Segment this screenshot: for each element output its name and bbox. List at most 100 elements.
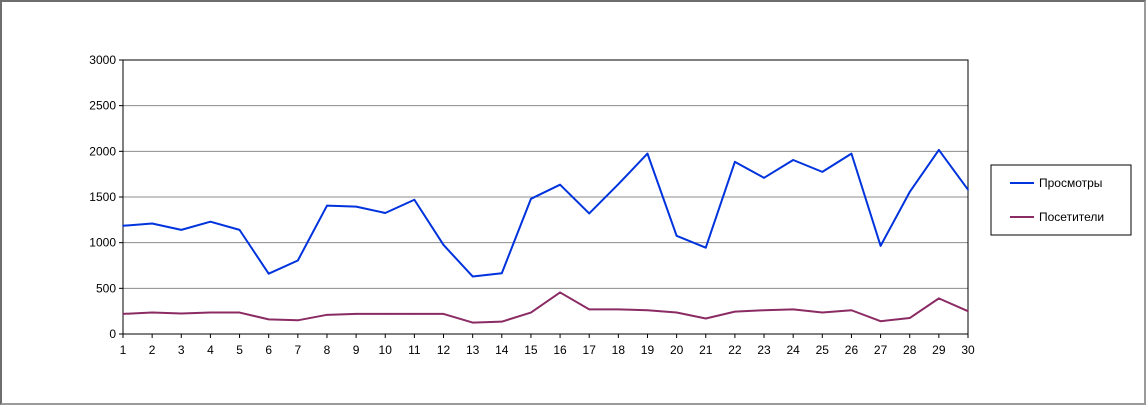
x-tick-label: 20: [670, 343, 684, 357]
x-tick-label: 1: [120, 343, 127, 357]
data-point: [442, 313, 445, 315]
x-tick-label: 9: [353, 343, 360, 357]
y-tick-label: 3000: [89, 53, 116, 67]
data-point: [850, 309, 853, 312]
data-point: [763, 309, 765, 312]
data-point: [704, 317, 707, 320]
y-tick-label: 2500: [89, 99, 116, 113]
data-point: [326, 314, 328, 316]
data-point: [413, 313, 416, 315]
legend-box: [990, 164, 1132, 236]
data-point: [326, 204, 328, 207]
x-tick-label: 22: [728, 343, 742, 357]
x-tick-label: 25: [816, 343, 830, 357]
x-axis-ticks: 1 2 3 4 5 6 7 8 9 10 11 12 13 14 15 16 17 18 19 20 21 22 23 24 2…: [120, 334, 975, 357]
data-point: [879, 320, 882, 323]
x-tick-label: 3: [178, 343, 185, 357]
data-point: [384, 313, 387, 315]
data-point: [297, 259, 299, 262]
series-line-1: [122, 148, 969, 278]
data-point: [500, 320, 503, 323]
data-point: [238, 311, 241, 314]
y-axis-ticks: 0 500 1000 1500 2000 2500 3000: [89, 53, 123, 341]
data-point: [967, 188, 969, 191]
data-point: [500, 272, 503, 275]
x-tick-label: 5: [236, 343, 243, 357]
x-tick-label: 18: [612, 343, 626, 357]
x-tick-label: 30: [961, 343, 975, 357]
legend: Просмотры Посетители: [990, 164, 1132, 236]
y-tick-label: 1500: [89, 190, 116, 204]
data-point: [938, 149, 940, 151]
x-tick-label: 2: [149, 343, 156, 357]
data-point: [355, 313, 357, 315]
data-point: [967, 310, 969, 312]
data-point: [471, 321, 474, 324]
x-tick-label: 19: [641, 343, 655, 357]
data-point: [471, 275, 474, 278]
x-tick-label: 26: [845, 343, 859, 357]
data-point: [413, 198, 416, 201]
y-tick-label: 1000: [89, 236, 116, 250]
legend-label: Посетители: [1039, 210, 1104, 224]
data-point: [734, 310, 736, 313]
data-point: [617, 183, 620, 186]
y-tick-label: 2000: [89, 144, 116, 158]
data-point: [675, 311, 678, 314]
data-point: [384, 212, 387, 214]
data-point: [297, 319, 299, 322]
x-tick-label: 14: [495, 343, 509, 357]
x-tick-label: 7: [294, 343, 301, 357]
legend-label: Просмотры: [1039, 176, 1102, 190]
x-tick-label: 15: [524, 343, 538, 357]
data-point: [238, 229, 241, 231]
data-point: [675, 235, 678, 237]
y-tick-label: 0: [109, 327, 116, 341]
x-tick-label: 12: [437, 343, 451, 357]
data-point: [908, 191, 911, 193]
data-point: [209, 220, 212, 223]
series-line-2: [122, 291, 969, 324]
data-point: [180, 312, 183, 315]
data-point: [122, 224, 124, 227]
x-tick-label: 17: [583, 343, 597, 357]
x-tick-label: 21: [699, 343, 713, 357]
data-point: [559, 291, 561, 294]
data-point: [180, 229, 183, 231]
data-point: [588, 212, 591, 215]
series-lines: [122, 148, 969, 324]
x-tick-label: 29: [932, 343, 946, 357]
x-tick-label: 23: [757, 343, 771, 357]
data-point: [530, 311, 532, 314]
x-tick-label: 8: [324, 343, 331, 357]
data-point: [908, 317, 911, 319]
data-point: [617, 308, 620, 311]
x-tick-label: 4: [207, 343, 214, 357]
x-tick-label: 16: [553, 343, 567, 357]
data-point: [646, 152, 649, 155]
data-point: [792, 308, 794, 311]
x-tick-label: 11: [408, 343, 421, 357]
x-tick-label: 6: [265, 343, 272, 357]
data-point: [442, 244, 445, 246]
data-point: [792, 159, 794, 161]
grid-lines: [123, 105, 968, 289]
data-point: [559, 183, 561, 186]
data-point: [938, 297, 940, 300]
x-tick-label: 13: [466, 343, 480, 357]
data-point: [122, 313, 124, 315]
x-tick-label: 27: [874, 343, 888, 357]
y-tick-label: 500: [96, 281, 116, 295]
data-point: [646, 309, 649, 312]
data-point: [704, 246, 707, 249]
x-tick-label: 24: [786, 343, 800, 357]
data-point: [763, 177, 765, 179]
data-point: [355, 205, 357, 208]
data-point: [821, 311, 824, 314]
data-point: [267, 318, 270, 321]
data-point: [879, 245, 882, 247]
data-point: [734, 161, 736, 163]
data-point: [850, 152, 853, 155]
x-tick-label: 10: [379, 343, 393, 357]
